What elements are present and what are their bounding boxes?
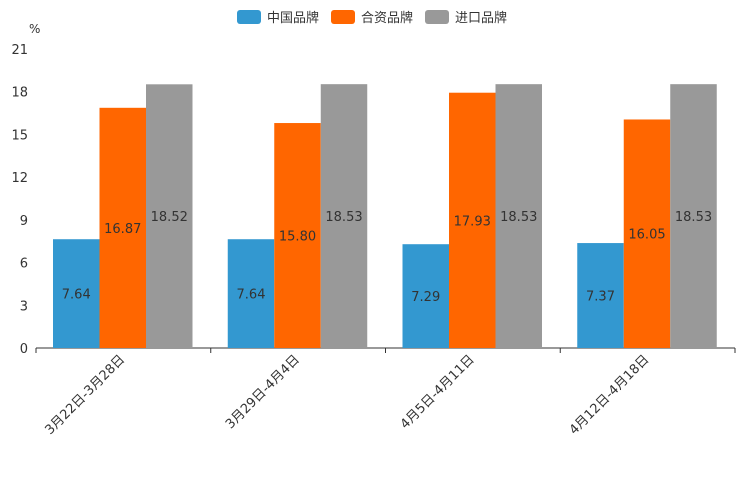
y-tick-label-5: 15 xyxy=(11,128,28,143)
data-label-series2-cat0: 18.52 xyxy=(151,210,188,225)
y-tick-label-4: 12 xyxy=(11,171,28,186)
legend-label-joint-venture-brand: 合资品牌 xyxy=(360,11,413,26)
chart-legend: 中国品牌 合资品牌 进口品牌 xyxy=(0,7,744,26)
bar-series1-cat0 xyxy=(99,107,146,348)
bar-series1-cat2 xyxy=(449,92,496,348)
bar-series2-cat2 xyxy=(495,84,542,349)
data-label-series1-cat3: 16.05 xyxy=(628,228,665,243)
legend-item-imported-brand[interactable]: 进口品牌 xyxy=(425,7,507,26)
legend-label-china-brand: 中国品牌 xyxy=(266,11,319,26)
bar-series0-cat1 xyxy=(227,239,275,348)
bar-series2-cat0 xyxy=(146,84,193,348)
legend-item-joint-venture-brand[interactable]: 合资品牌 xyxy=(330,7,413,26)
bar-series0-cat2 xyxy=(402,244,449,348)
y-tick-label-1: 3 xyxy=(20,299,28,314)
y-axis-unit-label: % xyxy=(29,22,41,36)
y-tick-label-2: 6 xyxy=(20,257,28,272)
data-label-series2-cat2: 18.53 xyxy=(500,210,537,225)
legend-swatch-china-brand xyxy=(236,9,261,24)
bar-series1-cat1 xyxy=(274,123,321,349)
data-label-series0-cat2: 7.29 xyxy=(411,290,440,305)
x-category-label-3: 4月12日-4月18日 xyxy=(567,352,653,438)
legend-item-china-brand[interactable]: 中国品牌 xyxy=(236,7,319,26)
data-label-series2-cat1: 18.53 xyxy=(325,210,362,225)
bar-series1-cat3 xyxy=(623,119,671,348)
legend-swatch-joint-venture-brand xyxy=(330,9,355,24)
x-category-label-1: 3月29日-4月4日 xyxy=(223,352,303,432)
bar-series2-cat1 xyxy=(320,84,368,349)
y-tick-label-6: 18 xyxy=(11,86,28,101)
bar-series2-cat3 xyxy=(670,84,717,349)
y-tick-label-3: 9 xyxy=(20,214,28,229)
data-label-series2-cat3: 18.53 xyxy=(675,210,712,225)
x-category-label-0: 3月22日-3月28日 xyxy=(42,352,128,438)
x-category-label-2: 4月5日-4月11日 xyxy=(398,352,478,432)
legend-label-imported-brand: 进口品牌 xyxy=(455,11,508,26)
data-label-series1-cat0: 16.87 xyxy=(104,222,141,237)
data-label-series1-cat1: 15.80 xyxy=(279,230,316,245)
y-tick-label-0: 0 xyxy=(20,342,28,357)
data-label-series0-cat1: 7.64 xyxy=(237,288,266,303)
data-label-series0-cat0: 7.64 xyxy=(62,288,91,303)
data-label-series0-cat3: 7.37 xyxy=(586,290,615,305)
y-tick-label-7: 21 xyxy=(11,43,28,58)
bar-series0-cat0 xyxy=(53,239,100,348)
legend-swatch-imported-brand xyxy=(425,9,449,24)
bar-series0-cat3 xyxy=(577,243,624,348)
data-label-series1-cat2: 17.93 xyxy=(454,214,491,229)
